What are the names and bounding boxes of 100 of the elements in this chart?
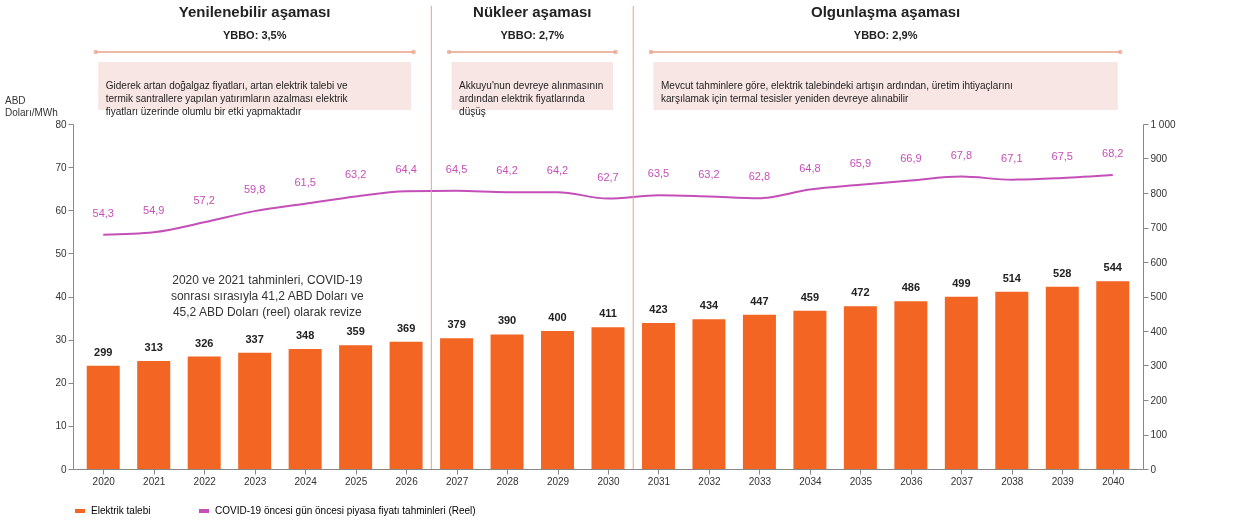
x-tick-label: 2032	[698, 475, 722, 487]
bar	[440, 338, 474, 469]
y-tick-label: 80	[55, 118, 67, 130]
text: Giderek artan doğalgaz fiyatları, artan elektrik talebi ve termik santrallere yapılan yatırımların azalması elektrik fiyatları üzerinde olumlu bir etki yapmaktadır	[105, 80, 349, 117]
data-label: 61,5	[294, 175, 316, 188]
data-label: 486	[901, 281, 921, 294]
text: Olgunlaşma aşaması	[810, 3, 961, 20]
x-tick-label: 2036	[900, 475, 923, 487]
data-label: 472	[851, 286, 870, 299]
data-label: 68,2	[1102, 146, 1124, 159]
bar	[742, 314, 776, 469]
y-tick-label: 60	[55, 204, 67, 216]
bar	[894, 301, 928, 469]
y2-tick-label: 600	[1150, 256, 1168, 268]
annotation: 2020 ve 2021 tahminleri, COVID-19 sonrası sırasıyla 41,2 ABD Doları ve 45,2 ABD Doları (reel) olarak revize	[170, 273, 364, 320]
data-label: 359	[346, 325, 365, 338]
data-label: 348	[295, 328, 315, 341]
data-label: 65,9	[849, 156, 872, 169]
data-label: 379	[447, 318, 466, 331]
data-label: 62,8	[748, 170, 771, 183]
x-tick-label: 2025	[344, 475, 368, 487]
bar	[490, 334, 524, 469]
y2-tick-label: 0	[1150, 463, 1157, 475]
data-label: 337	[245, 332, 264, 345]
y-axis-title: ABD Doları/MWh	[5, 95, 58, 118]
data-label: 54,9	[143, 204, 165, 217]
x-tick-label: 2035	[849, 475, 873, 487]
x-tick-label: 2038	[1001, 475, 1024, 487]
data-label: 423	[649, 303, 668, 316]
bar	[541, 331, 575, 469]
x-tick-label: 2028	[496, 475, 520, 487]
y2-tick-label: 700	[1150, 222, 1168, 233]
bar	[944, 296, 978, 469]
data-label: 400	[548, 311, 567, 323]
y-tick-label: 70	[55, 161, 67, 173]
data-label: 64,2	[496, 164, 518, 177]
data-label: 64,2	[546, 164, 569, 177]
bar	[389, 341, 423, 469]
x-tick-label: 2034	[799, 475, 822, 487]
data-label: 54,3	[92, 206, 114, 219]
x-tick-label: 2039	[1051, 475, 1075, 487]
data-label: 447	[750, 294, 769, 307]
data-label: 67,1	[1001, 151, 1023, 164]
data-label: 434	[699, 299, 720, 312]
data-label: 64,8	[799, 161, 821, 174]
text: Mevcut tahminlere göre, elektrik talebindeki artışın ardından, üretim ihtiyaçlarını karşılamak için termal tesisler yeniden devreye alınabilir	[661, 80, 1013, 104]
data-label: 63,5	[647, 167, 670, 180]
bar	[843, 306, 877, 469]
text: Akkuyu'nun devreye alınmasının ardından elektrik fiyatlarında düşüş	[459, 80, 604, 117]
data-label: 64,4	[395, 163, 417, 176]
y-tick-label: 0	[60, 463, 67, 475]
bar	[641, 323, 675, 469]
x-tick-label: 2029	[546, 475, 570, 487]
y2-tick-label: 1 000	[1150, 118, 1176, 130]
y2-tick-label: 800	[1150, 187, 1168, 199]
data-label: 369	[396, 321, 416, 334]
data-label: 66,9	[900, 152, 922, 165]
data-label: 499	[952, 276, 971, 289]
bar	[86, 365, 120, 469]
bar	[339, 345, 373, 469]
text: YBBO: 2,9%	[853, 29, 918, 41]
data-label: 59,8	[243, 183, 266, 196]
x-tick-label: 2030	[597, 475, 621, 487]
bar	[187, 356, 221, 469]
x-tick-label: 2037	[950, 475, 974, 487]
bar	[238, 352, 272, 469]
y-tick-label: 10	[55, 420, 67, 432]
bar	[137, 361, 171, 469]
y2-tick-label: 900	[1150, 153, 1168, 164]
bar	[591, 327, 625, 469]
data-label: 67,5	[1051, 149, 1073, 162]
text: YBBO: 2,7%	[500, 29, 565, 41]
text: Yenilenebilir aşaması	[178, 3, 331, 20]
x-tick-label: 2022	[193, 475, 217, 487]
bar	[793, 310, 827, 469]
data-label: 544	[1103, 261, 1123, 274]
data-label: 64,5	[445, 162, 468, 175]
y-tick-label: 30	[55, 334, 67, 346]
data-label: 63,2	[344, 168, 367, 181]
data-label: 57,2	[193, 194, 215, 207]
x-tick-label: 2021	[143, 475, 166, 487]
text: Nükleer aşaması	[473, 3, 592, 20]
x-tick-label: 2031	[647, 475, 671, 487]
data-label: 313	[144, 341, 163, 354]
y2-tick-label: 200	[1150, 394, 1168, 406]
y2-tick-label: 400	[1150, 325, 1168, 337]
x-tick-label: 2020	[92, 475, 116, 487]
x-tick-label: 2024	[294, 475, 318, 487]
y-tick-label: 50	[55, 247, 67, 259]
legend-label: Elektrik talebi	[91, 505, 151, 516]
text: YBBO: 3,5%	[222, 29, 287, 41]
bar	[692, 319, 726, 469]
y-tick-label: 40	[55, 291, 67, 302]
y2-tick-label: 500	[1150, 291, 1168, 302]
x-tick-label: 2033	[748, 475, 772, 487]
data-label: 528	[1053, 266, 1072, 279]
x-tick-label: 2040	[1102, 475, 1125, 487]
bar	[1096, 281, 1130, 469]
data-label: 299	[94, 345, 113, 358]
x-tick-label: 2026	[395, 475, 419, 487]
